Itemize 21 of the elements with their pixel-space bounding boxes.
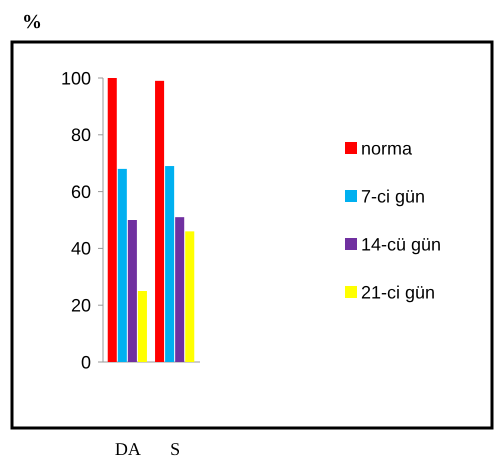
y-tick-label: 100 bbox=[60, 68, 91, 88]
y-tick-label: 20 bbox=[70, 296, 91, 316]
bar bbox=[155, 80, 164, 362]
bar bbox=[118, 168, 127, 362]
bar bbox=[108, 78, 117, 362]
x-tick-label: S bbox=[170, 439, 180, 459]
bar bbox=[185, 231, 194, 362]
bar bbox=[175, 217, 184, 362]
y-tick-label: 40 bbox=[70, 238, 91, 259]
y-tick-label: 0 bbox=[80, 352, 91, 372]
y-axis-title: % bbox=[22, 11, 42, 33]
legend-label: 7-ci gün bbox=[361, 186, 426, 206]
x-tick-label: DA bbox=[114, 439, 141, 459]
bar bbox=[138, 291, 147, 362]
legend-label: norma bbox=[361, 138, 414, 158]
y-tick-label: 60 bbox=[70, 182, 91, 202]
y-tick-label: 80 bbox=[70, 125, 91, 146]
bar bbox=[128, 220, 137, 362]
legend-label: 14-cü gün bbox=[361, 234, 442, 254]
bar bbox=[165, 166, 174, 362]
legend-label: 21-ci gün bbox=[361, 282, 436, 302]
